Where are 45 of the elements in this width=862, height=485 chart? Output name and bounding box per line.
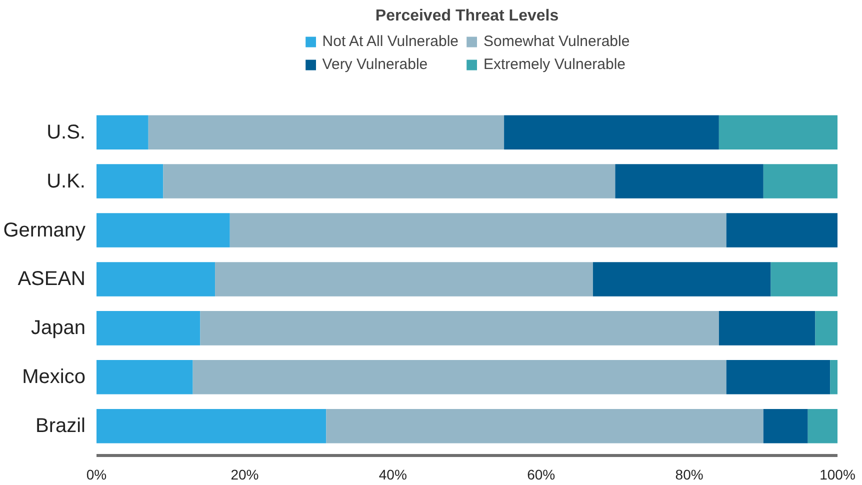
bar xyxy=(148,115,504,150)
bar xyxy=(326,408,764,444)
bar xyxy=(96,360,193,394)
legend-label: Somewhat Vulnerable xyxy=(484,33,630,50)
y-tick-label: Germany xyxy=(3,219,86,242)
bar xyxy=(163,164,616,198)
legend-label: Not At All Vulnerable xyxy=(322,33,458,50)
y-tick-label: Japan xyxy=(31,317,86,340)
bar xyxy=(230,213,726,248)
bar xyxy=(96,262,216,296)
bar xyxy=(808,408,838,444)
bar xyxy=(815,311,838,346)
bar xyxy=(96,164,164,198)
bar xyxy=(215,262,593,296)
x-tick-label: 100% xyxy=(820,466,856,482)
x-tick-label: 80% xyxy=(675,466,704,482)
x-tick-label: 0% xyxy=(86,466,107,482)
legend-label: Very Vulnerable xyxy=(322,56,428,73)
bar xyxy=(96,311,200,346)
bar xyxy=(96,213,230,248)
bar xyxy=(504,115,719,150)
y-tick-label: Brazil xyxy=(35,415,86,438)
x-tick-label: 20% xyxy=(230,466,259,482)
bar xyxy=(96,115,148,150)
bar xyxy=(830,360,838,394)
bar xyxy=(96,408,326,444)
bar xyxy=(592,262,771,296)
y-tick-label: U.K. xyxy=(46,170,86,192)
y-tick-label: Mexico xyxy=(22,366,86,388)
bar xyxy=(763,164,838,198)
bar xyxy=(718,115,838,150)
bar xyxy=(192,360,726,394)
y-tick-label: U.S. xyxy=(46,121,86,144)
bar xyxy=(718,311,816,346)
bar xyxy=(770,262,838,296)
x-tick-label: 60% xyxy=(527,466,556,482)
bar xyxy=(726,213,838,248)
chart-title: Perceived Threat Levels xyxy=(375,8,559,24)
bar xyxy=(763,408,808,444)
bar xyxy=(726,360,830,394)
y-tick-label: ASEAN xyxy=(18,268,86,290)
legend-label: Extremely Vulnerable xyxy=(484,56,626,73)
x-tick-label: 40% xyxy=(378,466,407,482)
bar xyxy=(200,311,719,346)
bar xyxy=(615,164,764,198)
